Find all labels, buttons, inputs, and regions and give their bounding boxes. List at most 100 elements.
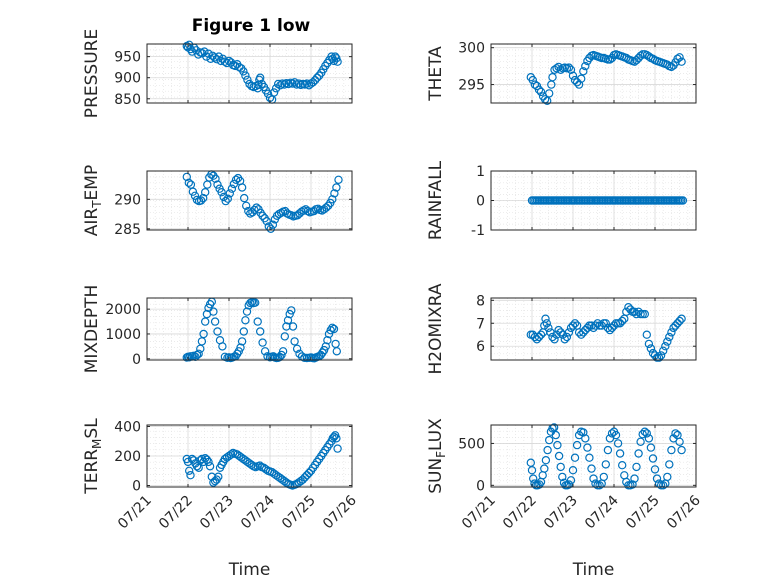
- data-point: [583, 443, 592, 452]
- data-point: [675, 316, 684, 326]
- data-point: [585, 453, 594, 462]
- data-point: [626, 305, 635, 314]
- data-point: [292, 344, 302, 353]
- data-point: [648, 454, 658, 463]
- data-point: [663, 337, 672, 346]
- series-8: [526, 423, 686, 490]
- data-point: [552, 64, 561, 73]
- data-point: [217, 187, 226, 197]
- data-point: [199, 329, 208, 339]
- ylabel-7: TERRMSL: [82, 418, 104, 495]
- y-tick-label: 295: [458, 78, 485, 94]
- data-point: [250, 298, 260, 307]
- data-point: [332, 183, 341, 192]
- xlabel-8: Time: [572, 560, 615, 580]
- data-point: [529, 474, 538, 483]
- data-point: [652, 474, 662, 483]
- data-point: [225, 189, 234, 198]
- data-point: [613, 439, 623, 448]
- data-point: [566, 65, 576, 75]
- data-point: [333, 444, 342, 453]
- data-point: [659, 346, 668, 355]
- data-point: [618, 461, 627, 470]
- data-point: [536, 87, 546, 97]
- data-point: [188, 187, 198, 196]
- data-point: [564, 328, 574, 337]
- data-point: [196, 196, 206, 205]
- ylabel-1: PRESSURE: [82, 29, 102, 118]
- data-point: [332, 347, 341, 356]
- data-point: [244, 206, 253, 216]
- data-point: [646, 443, 656, 452]
- ylabel-3: AIRTEMP: [82, 165, 104, 236]
- data-point: [548, 332, 557, 342]
- data-point: [192, 350, 202, 360]
- data-point: [644, 52, 654, 61]
- data-point: [239, 193, 249, 203]
- data-point: [541, 314, 550, 323]
- subplot-3: 285 290 AIRTEMP: [82, 165, 353, 238]
- data-point: [601, 460, 611, 469]
- data-point: [236, 343, 245, 352]
- data-point: [642, 330, 652, 339]
- data-point: [274, 79, 283, 89]
- axes-layer: 850 900 950 PRESSURE 295 300 THETA 285 290 AIRTEM…: [82, 29, 704, 580]
- data-point: [312, 73, 322, 82]
- axes-box-2: [490, 43, 697, 104]
- y-tick-label: 285: [114, 222, 141, 238]
- xlabel-7: Time: [228, 560, 271, 580]
- data-point: [328, 195, 337, 204]
- data-point: [258, 211, 267, 220]
- data-point: [593, 319, 602, 328]
- data-point: [283, 316, 293, 325]
- data-point: [194, 349, 203, 358]
- ylabel-5: MIXDEPTH: [82, 285, 102, 374]
- data-point: [530, 80, 540, 89]
- data-point: [595, 481, 604, 490]
- data-point: [321, 342, 330, 351]
- data-point: [253, 317, 262, 326]
- data-point: [295, 349, 304, 358]
- data-point: [644, 339, 654, 349]
- data-point: [221, 196, 230, 206]
- y-tick-label: 6: [476, 339, 485, 355]
- data-point: [284, 79, 293, 89]
- data-point: [243, 75, 252, 85]
- data-point: [566, 476, 576, 485]
- data-point: [269, 88, 279, 97]
- data-point: [663, 60, 672, 69]
- data-point: [677, 314, 686, 323]
- data-point: [678, 196, 688, 205]
- subplot-1: 850 900 950 PRESSURE: [82, 29, 353, 118]
- data-point: [601, 319, 611, 328]
- data-point: [329, 324, 339, 334]
- data-point: [200, 317, 210, 326]
- data-point: [542, 319, 552, 328]
- axes-box-8: [490, 424, 697, 488]
- data-point: [202, 455, 212, 464]
- data-point: [650, 465, 660, 474]
- data-point: [644, 434, 654, 443]
- ylabel-6: H2OMIXRA: [426, 283, 446, 374]
- data-point: [290, 337, 299, 346]
- data-point: [543, 96, 552, 106]
- data-point: [556, 328, 565, 337]
- data-point: [260, 347, 270, 356]
- data-point: [308, 78, 318, 87]
- y-tick-label: 950: [114, 50, 141, 66]
- data-point: [640, 427, 650, 436]
- data-point: [656, 351, 666, 360]
- data-point: [574, 80, 584, 89]
- data-point: [638, 430, 647, 439]
- data-point: [277, 350, 286, 360]
- data-point: [677, 445, 686, 455]
- data-point: [211, 174, 220, 183]
- data-point: [556, 462, 565, 472]
- y-tick-label: 1000: [105, 327, 141, 343]
- ylabel-4: RAINFALL: [426, 160, 446, 240]
- y-tick-label: 300: [458, 41, 485, 57]
- y-tick-label: 900: [114, 71, 141, 87]
- data-point: [591, 321, 600, 330]
- data-point: [210, 53, 219, 62]
- data-point: [673, 319, 682, 328]
